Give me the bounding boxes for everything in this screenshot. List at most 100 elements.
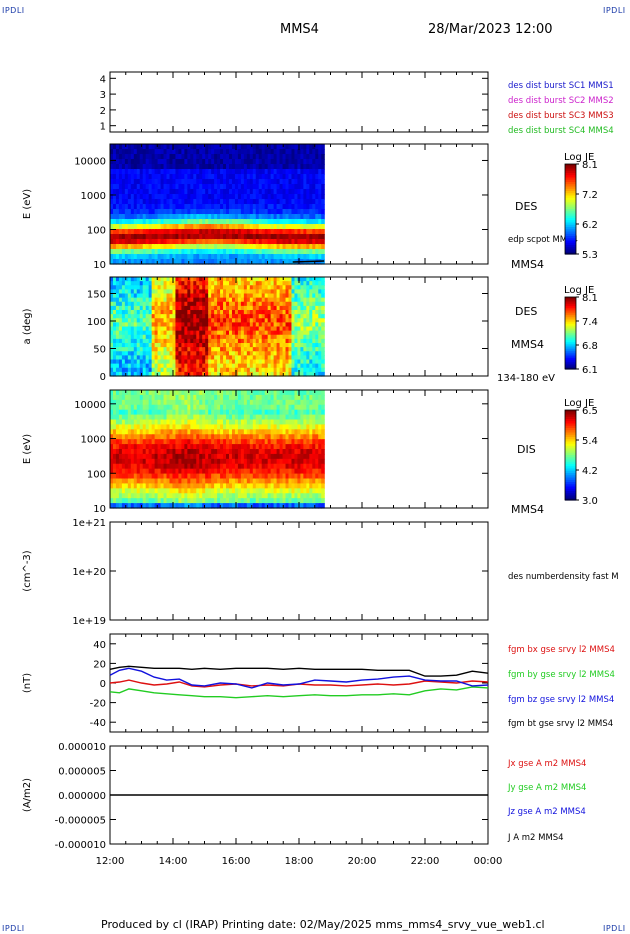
dis-energy-colorbar-tick-2: 4.2 [582,466,598,477]
dis-energy-colorbar-cell [565,425,576,429]
des-energy-ytick-1: 100 [87,225,106,236]
des-pitch-colorbar-cell [565,367,576,370]
des-pitch-colorbar-cell [565,304,576,307]
xtick-6: 00:00 [474,856,503,867]
des-energy-colorbar-cell [565,227,576,230]
des-energy-colorbar-cell [565,218,576,221]
fgm-series-by [109,686,489,699]
des-pitch-colorbar-cell [565,356,576,359]
des-pitch-colorbar-cell [565,365,576,368]
dis-energy-colorbar-cell [565,416,576,420]
des-energy-colorbar-cell [565,200,576,203]
des-energy-colorbar-cell [565,179,576,183]
footer-credit: Produced by cl (IRAP) Printing date: 02/… [101,918,545,931]
density-frame [109,521,489,621]
dis-energy-colorbar-cell [565,421,576,425]
current-legend-3: J A m2 MMS4 [507,833,564,843]
des-pitch-colorbar-cell [565,320,576,323]
spacecraft-title: MMS4 [280,22,319,37]
des-energy-colorbar-cell [565,220,576,224]
dis-energy-colorbar-tick-1: 5.4 [582,436,598,447]
des-energy-colorbar-cell [565,211,576,215]
des-pitch-colorbar-cell [565,315,576,318]
des-energy-colorbar-cell [565,164,576,167]
des-pitch-colorbar-cell [565,352,576,356]
des-pitch-cells [110,277,325,377]
dis-energy-colorbar-cell [565,432,576,436]
des-pitch-colorbar-cell [565,327,576,330]
des-pitch-colorbar-cell [565,343,576,347]
dis-energy-colorbar-cell [565,466,576,470]
dis-energy-colorbar-tick-0: 6.5 [582,406,598,417]
fgm-series-bt [109,665,489,677]
des-energy-colorbar-tick-1: 7.2 [582,190,598,201]
xtick-5: 22:00 [411,856,440,867]
fgm-ytick-3: 20 [93,659,106,670]
des-pitch-colorbar-tick-3: 6.1 [582,365,598,376]
des-pitch-colorbar-cell [565,307,576,311]
des-energy-colorbar-cell [565,170,576,174]
des-energy-colorbar-cell [565,238,576,242]
dis-energy-colorbar-cell [565,491,576,494]
dis-energy-colorbar-cell [565,428,576,431]
des-energy-colorbar-cell [565,229,576,233]
dis-energy-colorbar-cell [565,459,576,463]
fgm-frame [109,633,489,733]
dis-energy-colorbar-cell [565,497,576,501]
des-energy-colorbar-cell [565,195,576,199]
dis-energy-colorbar-cell [565,423,576,427]
des-pitch-colorbar-cell [565,358,576,361]
des-energy-colorbar-cell [565,231,576,235]
dis-energy-colorbar-cell [565,486,576,490]
des-energy-colorbar-cell [565,182,576,185]
fgm-legend-3: fgm bt gse srvy l2 MMS4 [508,719,613,729]
des-energy-sc-label: MMS4 [511,258,544,271]
dis-energy-colorbar-cell [565,475,576,479]
des-pitch-colorbar-tick-0: 8.1 [582,293,598,304]
des-energy-label: DES [515,200,537,213]
current-ytick-2: 0.000000 [58,791,106,802]
dis-energy-colorbar-cell [565,457,576,461]
des-pitch-colorbar-cell [565,347,576,350]
des-energy-colorbar-cell [565,209,576,212]
dis-energy-colorbar-cell [565,414,576,418]
des-energy-colorbar-cell [565,251,576,255]
des-pitch-energy-label: 134-180 eV [497,373,555,384]
des-pitch-colorbar-cell [565,311,576,314]
des-pitch-colorbar-tick-1: 7.4 [582,317,598,328]
des-energy-colorbar-cell [565,186,576,190]
fgm-ytick-2: 0 [100,679,106,690]
des-pitch-colorbar-cell [565,329,576,332]
current-legend-1: Jy gse A m2 MMS4 [507,783,586,793]
des-pitch-colorbar-cell [565,306,576,309]
des-energy-colorbar-cell [565,245,576,248]
coverage-legend-0: des dist burst SC1 MMS1 [508,81,614,91]
density-ylabel: (cm^-3) [22,550,33,591]
des-pitch-colorbar-cell [565,313,576,316]
des-pitch-colorbar-cell [565,297,576,300]
des-pitch-colorbar-cell [565,300,576,303]
coverage-ytick-0: 1 [100,122,106,133]
des-energy-colorbar-cell [565,224,576,228]
des-energy-colorbar-cell [565,206,576,210]
dis-energy-colorbar-cell [565,437,576,440]
current-ytick-3: 0.000005 [58,767,106,778]
des-pitch-colorbar-cell [565,302,576,305]
des-energy-colorbar-cell [565,175,576,179]
xtick-0: 12:00 [96,856,125,867]
current-ylabel: (A/m2) [22,778,33,812]
dis-energy-ytick-0: 10 [93,504,106,515]
dis-energy-colorbar-cell [565,488,576,492]
dis-energy-colorbar-cell [565,450,576,454]
des-pitch-colorbar-cell [565,322,576,325]
des-energy-colorbar-cell [565,188,576,192]
dis-energy-ytick-1: 100 [87,469,106,480]
des-energy-colorbar-tick-2: 6.2 [582,220,598,231]
des-pitch-colorbar-cell [565,345,576,348]
dis-energy-colorbar-tick-3: 3.0 [582,496,598,507]
dis-energy-ytick-3: 10000 [74,400,106,411]
xtick-3: 18:00 [285,856,314,867]
fgm-legend-0: fgm bx gse srvy l2 MMS4 [508,645,615,655]
des-pitch-sc-label: MMS4 [511,338,544,351]
corner-mark-bottom-left: IPDLI [2,924,25,933]
